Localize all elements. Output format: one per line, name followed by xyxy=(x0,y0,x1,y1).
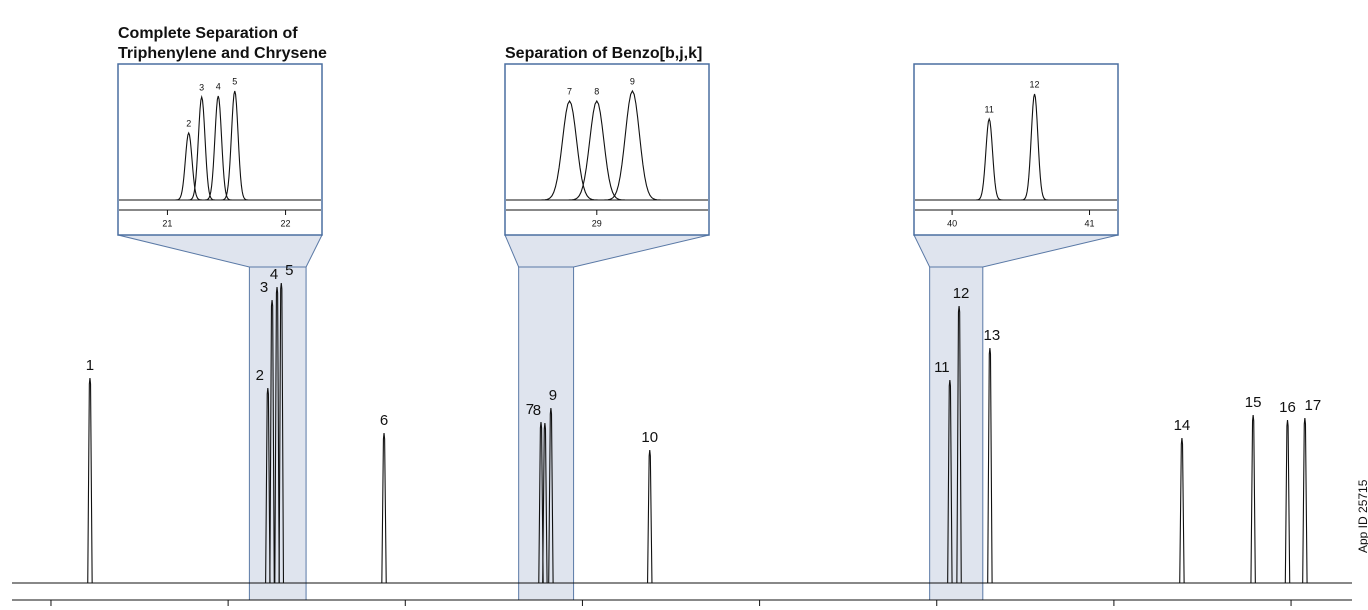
inset-peak-label: 8 xyxy=(594,86,599,96)
peak-label: 8 xyxy=(533,402,541,419)
inset-peak-label: 5 xyxy=(232,76,237,86)
peak-label: 17 xyxy=(1305,397,1322,414)
inset-peak-label: 9 xyxy=(630,76,635,86)
peak xyxy=(381,432,387,584)
peak xyxy=(274,286,280,584)
peak xyxy=(947,379,953,584)
inset-title: Complete Separation of xyxy=(118,25,298,42)
peak-label: 4 xyxy=(270,266,278,283)
peak xyxy=(1302,417,1308,584)
peak xyxy=(1179,437,1185,584)
peak-label: 16 xyxy=(1279,399,1296,416)
inset-tick-label: 22 xyxy=(281,218,291,228)
inset-title: Triphenylene and Chrysene xyxy=(118,45,327,62)
peak-label: 15 xyxy=(1245,394,1262,411)
inset-peak xyxy=(175,131,202,201)
peak xyxy=(542,422,548,584)
inset-box xyxy=(117,63,323,236)
peak xyxy=(269,299,275,584)
inset-peak xyxy=(1021,93,1048,201)
highlight-layer xyxy=(117,234,1119,601)
inset-peak xyxy=(568,99,625,201)
inset-tick-label: 40 xyxy=(947,218,957,228)
peak xyxy=(548,407,554,584)
peak xyxy=(87,377,93,584)
peak-label: 6 xyxy=(380,412,388,429)
inset-peak xyxy=(975,117,1003,201)
peak xyxy=(1250,414,1256,584)
inset-peak-label: 4 xyxy=(216,81,221,91)
highlight-region xyxy=(929,266,984,601)
peak xyxy=(647,449,653,584)
inset-peak-label: 12 xyxy=(1030,79,1040,89)
inset-peak xyxy=(541,99,598,201)
inset-box xyxy=(913,63,1119,236)
peak xyxy=(265,387,271,584)
inset-title: Separation of Benzo[b,j,k] xyxy=(505,45,702,62)
peak-label: 11 xyxy=(934,359,950,376)
peak-label: 10 xyxy=(641,429,658,446)
peak-label: 3 xyxy=(260,279,268,296)
peak xyxy=(278,282,285,584)
inset-peak xyxy=(221,90,249,201)
peak-label: 1 xyxy=(86,357,94,374)
inset-peak xyxy=(604,89,661,201)
inset-peak-label: 7 xyxy=(567,86,572,96)
peak-label: 7 xyxy=(526,401,534,418)
peak xyxy=(956,305,962,584)
highlight-region xyxy=(518,266,575,601)
inset-tick-label: 41 xyxy=(1085,218,1095,228)
peak-label: 2 xyxy=(256,367,264,384)
peak-label: 9 xyxy=(549,387,557,404)
inset-peak xyxy=(188,94,215,201)
inset-peak-label: 11 xyxy=(985,104,994,114)
inset-tick-label: 21 xyxy=(162,218,172,228)
side-note: App ID 25715 xyxy=(1356,479,1368,553)
peak xyxy=(538,421,544,584)
inset-peak xyxy=(204,95,232,201)
inset-peak-label: 2 xyxy=(186,118,191,128)
peak-label: 5 xyxy=(285,262,293,279)
peak xyxy=(1284,419,1291,584)
inset-tick-label: 29 xyxy=(592,218,602,228)
peak xyxy=(987,347,993,584)
inset-peak-label: 3 xyxy=(199,82,204,92)
peak-label: 14 xyxy=(1174,417,1191,434)
peak-label: 13 xyxy=(984,327,1001,344)
zoom-connector xyxy=(504,234,710,268)
inset-box xyxy=(504,63,710,236)
zoom-connector xyxy=(913,234,1119,268)
peak-label: 12 xyxy=(953,285,970,302)
